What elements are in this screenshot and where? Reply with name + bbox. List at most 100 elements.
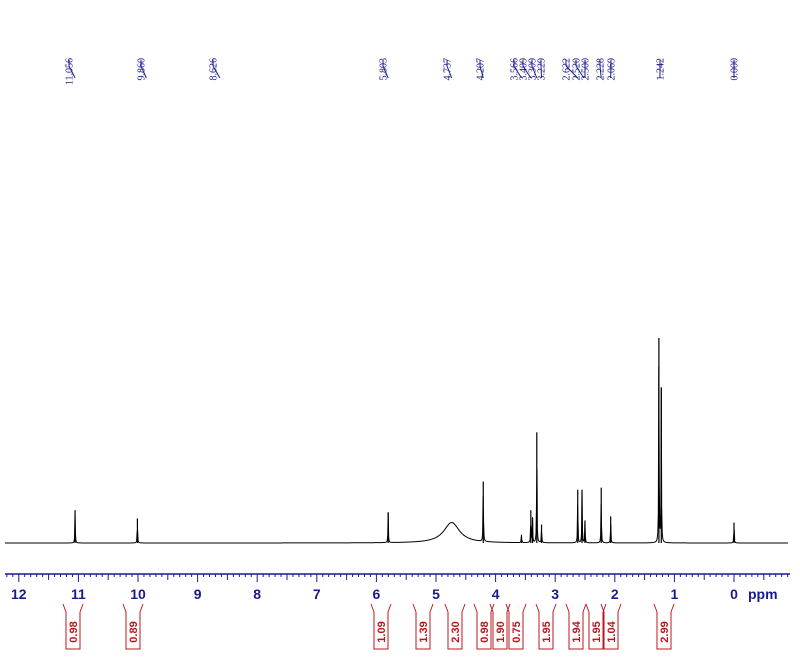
peak-label-text: 2.069 — [607, 58, 618, 81]
integral-12: 2.99 — [653, 603, 675, 650]
tick-label-10: 10 — [130, 586, 146, 602]
peak-label-6: 3.566 — [510, 58, 522, 81]
peak-label-9: 3.229 — [537, 58, 548, 81]
integral-value: 1.90 — [495, 621, 507, 642]
integral-bracket — [476, 612, 492, 650]
integral-foot — [600, 603, 605, 613]
integral-bracket — [492, 612, 508, 650]
peak-label-4: 4.737 — [443, 58, 454, 81]
tick-label-4: 4 — [492, 586, 500, 602]
integral-value: 0.75 — [511, 621, 523, 642]
peak-label-text: 3.566 — [510, 58, 521, 81]
integral-11: 1.04 — [600, 603, 622, 650]
integral-foot — [122, 603, 127, 613]
integral-bracket — [508, 612, 524, 650]
peak-label-text: 1.242 — [656, 58, 667, 81]
peak-label-leader — [565, 65, 579, 79]
tick-label-11: 11 — [71, 586, 86, 602]
integral-0: 0.98 — [62, 603, 84, 650]
integral-bracket — [603, 612, 619, 650]
peak-label-text: 2.520 — [572, 58, 583, 81]
peak-label-13: 2.228 — [596, 58, 607, 81]
peak-label-7: 3.409 — [519, 58, 532, 81]
peak-label-text: 3.409 — [519, 58, 530, 81]
integral-bracket — [588, 612, 604, 650]
tick-label-7: 7 — [313, 586, 321, 602]
integral-foot — [429, 603, 434, 613]
integral-foot — [582, 603, 587, 613]
integral-value: 2.99 — [659, 621, 671, 642]
integral-3: 1.39 — [412, 603, 434, 650]
integral-foot — [387, 603, 392, 613]
peak-label-text: 2.622 — [562, 58, 573, 81]
peak-label-2: 8.626 — [209, 58, 221, 81]
integral-2: 1.09 — [370, 603, 392, 650]
integral-foot — [370, 603, 375, 613]
integral-value: 1.09 — [376, 621, 388, 642]
tick-label-6: 6 — [373, 586, 381, 602]
tick-label-3: 3 — [551, 586, 559, 602]
peak-label-3: 5.803 — [379, 58, 390, 81]
integral-bracket — [65, 612, 81, 650]
integral-foot — [444, 603, 449, 613]
integral-foot — [461, 603, 466, 613]
integral-7: 0.75 — [505, 603, 527, 650]
integral-foot — [535, 603, 540, 613]
integral-bracket — [125, 612, 141, 650]
integral-foot — [522, 603, 527, 613]
peak-label-16: 0.000 — [730, 58, 741, 81]
x-axis: 12 11 10 9 8 7 6 5 4 3 2 1 0 ppm — [5, 573, 790, 602]
integral-value: 1.95 — [591, 621, 603, 642]
spectrum-layer — [5, 338, 788, 544]
peak-label-layer: 11.056 9.860 8.626 5.803 4.737 4.207 3.5663.40… — [65, 58, 741, 85]
peak-label-8: 3.309 — [528, 58, 539, 81]
integral-foot — [473, 603, 478, 613]
x-axis-label: ppm — [748, 586, 778, 602]
peak-label-text: 3.229 — [537, 58, 548, 81]
integral-foot — [489, 603, 494, 613]
integral-1: 0.89 — [122, 603, 144, 650]
peak-label-10: 2.622 — [562, 58, 579, 81]
integral-4: 2.30 — [444, 603, 466, 650]
integral-foot — [139, 603, 144, 613]
peak-label-leader — [382, 65, 389, 79]
peak-label-leader — [540, 65, 543, 79]
integral-foot — [585, 603, 590, 613]
peak-label-leader — [140, 65, 147, 79]
tick-label-9: 9 — [194, 586, 202, 602]
peak-label-leader — [479, 65, 484, 79]
integral-5: 0.98 — [473, 603, 495, 650]
peak-label-text: 2.228 — [596, 58, 607, 81]
integral-value: 0.98 — [479, 621, 491, 642]
integral-bracket — [538, 612, 554, 650]
peak-label-leader — [522, 65, 532, 79]
integral-foot — [506, 603, 511, 613]
integral-value: 2.30 — [450, 621, 462, 642]
peak-label-text: 2.500 — [581, 58, 592, 81]
integral-foot — [505, 603, 510, 613]
tick-label-0: 0 — [730, 586, 738, 602]
integral-value: 0.89 — [128, 621, 140, 642]
tick-label-5: 5 — [432, 586, 440, 602]
integral-value: 1.95 — [541, 621, 553, 642]
integral-value: 1.94 — [571, 620, 583, 642]
integral-8: 1.95 — [535, 603, 557, 650]
spectrum-line — [5, 366, 788, 544]
integral-bracket — [656, 612, 672, 650]
peak-label-0: 11.056 — [65, 58, 76, 85]
peak-label-12: 2.500 — [581, 58, 592, 81]
integral-foot — [412, 603, 417, 613]
peak-label-leader — [68, 65, 76, 79]
integral-value: 1.04 — [606, 620, 618, 642]
integral-value: 0.98 — [68, 621, 80, 642]
peak-label-14: 2.069 — [607, 58, 618, 81]
integral-value: 1.39 — [418, 621, 430, 642]
integral-foot — [565, 603, 570, 613]
integral-layer: 0.98 0.89 1.09 1.39 2.30 0.98 1.90 0.75 1.95 1.94… — [62, 603, 675, 650]
peak-label-leader — [531, 65, 538, 79]
peak-label-1: 9.860 — [137, 58, 148, 81]
integral-10: 1.95 — [585, 603, 607, 650]
integral-6: 1.90 — [489, 603, 511, 650]
tick-label-8: 8 — [253, 586, 261, 602]
